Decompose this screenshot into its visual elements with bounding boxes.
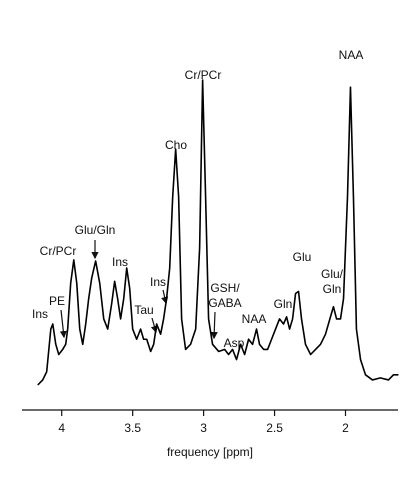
x-tick-label: 2 xyxy=(342,421,349,435)
x-tick-label: 3 xyxy=(200,421,207,435)
peak-label: GABA xyxy=(208,296,241,310)
spectrum-line xyxy=(37,79,399,386)
peak-label: Glu xyxy=(293,250,312,264)
x-axis-label: frequency [ppm] xyxy=(167,445,253,459)
peak-label: Gln xyxy=(323,282,342,296)
peak-label: Ins xyxy=(150,275,166,289)
peak-label: Tau xyxy=(134,303,153,317)
peak-label: GSH/ xyxy=(210,281,240,295)
peak-label: Glu/Gln xyxy=(75,223,116,237)
peak-label: Ins xyxy=(32,307,48,321)
x-tick-label: 4 xyxy=(58,421,65,435)
peak-label: Cho xyxy=(165,138,187,152)
peak-label: Gln xyxy=(274,297,293,311)
peak-label: Glu/ xyxy=(321,267,344,281)
peak-label: Ins xyxy=(112,255,128,269)
peak-label: PE xyxy=(49,294,65,308)
peak-label: Cr/PCr xyxy=(185,68,222,82)
x-tick-label: 2.5 xyxy=(266,421,283,435)
peak-label: NAA xyxy=(339,48,364,62)
x-tick-label: 3.5 xyxy=(124,421,141,435)
arrows xyxy=(59,240,218,340)
peak-label: Cr/PCr xyxy=(40,244,77,258)
peak-label: NAA xyxy=(242,312,267,326)
